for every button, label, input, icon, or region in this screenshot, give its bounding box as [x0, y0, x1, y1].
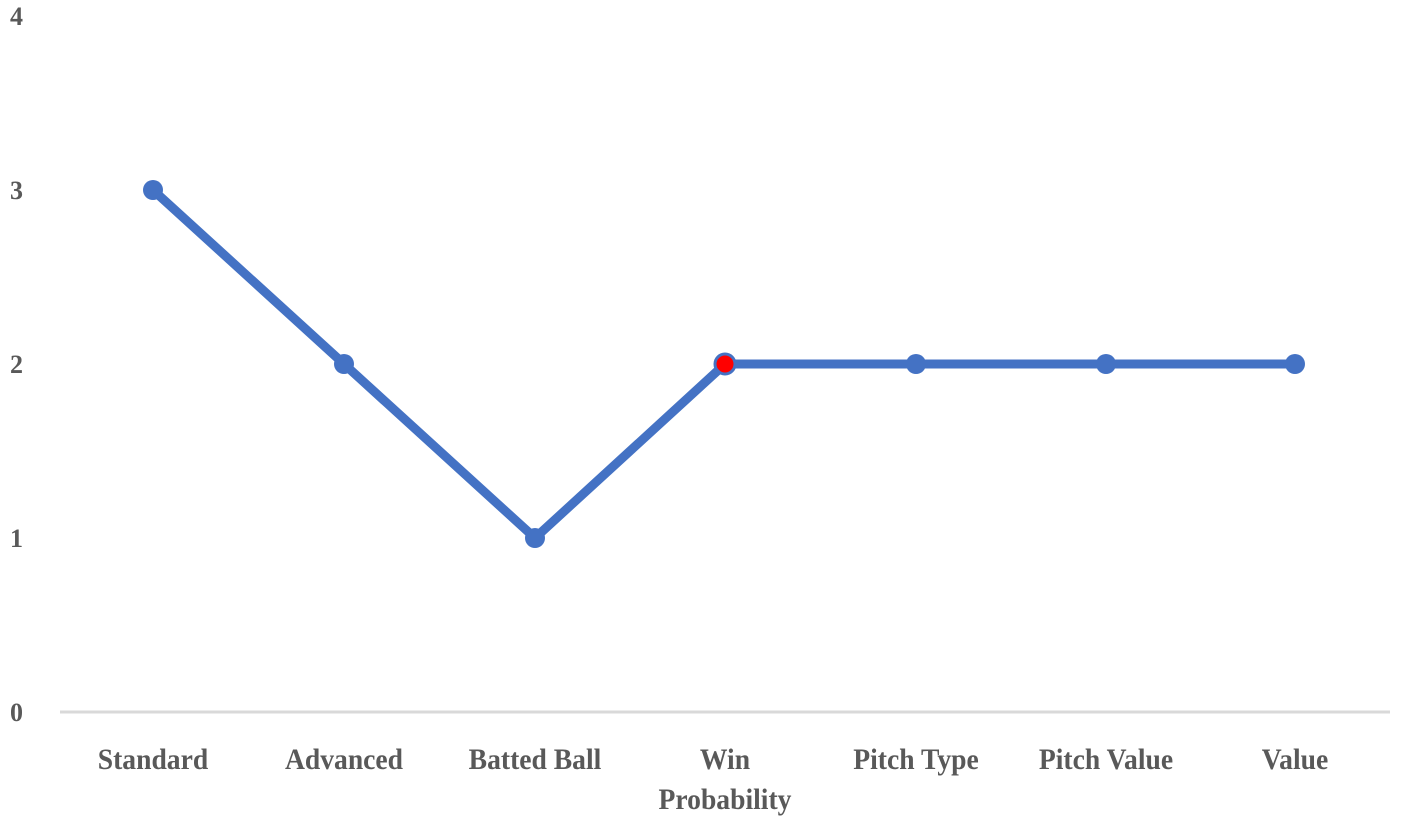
- x-tick-advanced: Advanced: [284, 743, 404, 776]
- series-line: [143, 180, 1305, 548]
- data-point-marker: [525, 528, 545, 548]
- data-point-marker: [334, 354, 354, 374]
- data-point-marker: [1285, 354, 1305, 374]
- y-tick-1: 1: [10, 524, 23, 553]
- x-tick-pitch-value: Pitch Value: [1038, 743, 1174, 776]
- y-tick-4: 4: [10, 2, 23, 31]
- data-point-marker: [143, 180, 163, 200]
- y-tick-3: 3: [10, 176, 23, 205]
- x-tick-value: Value: [1261, 743, 1329, 776]
- y-tick-0: 0: [10, 698, 23, 727]
- data-point-marker: [906, 354, 926, 374]
- x-tick-pitch-type: Pitch Type: [853, 743, 979, 776]
- x-tick-batted-ball: Batted Ball: [468, 743, 602, 776]
- x-tick-win-probability: Win Probability: [658, 743, 792, 816]
- data-point-marker: [713, 352, 737, 376]
- data-point-marker: [1096, 354, 1116, 374]
- y-tick-2: 2: [10, 350, 23, 379]
- x-tick-standard: Standard: [97, 743, 209, 776]
